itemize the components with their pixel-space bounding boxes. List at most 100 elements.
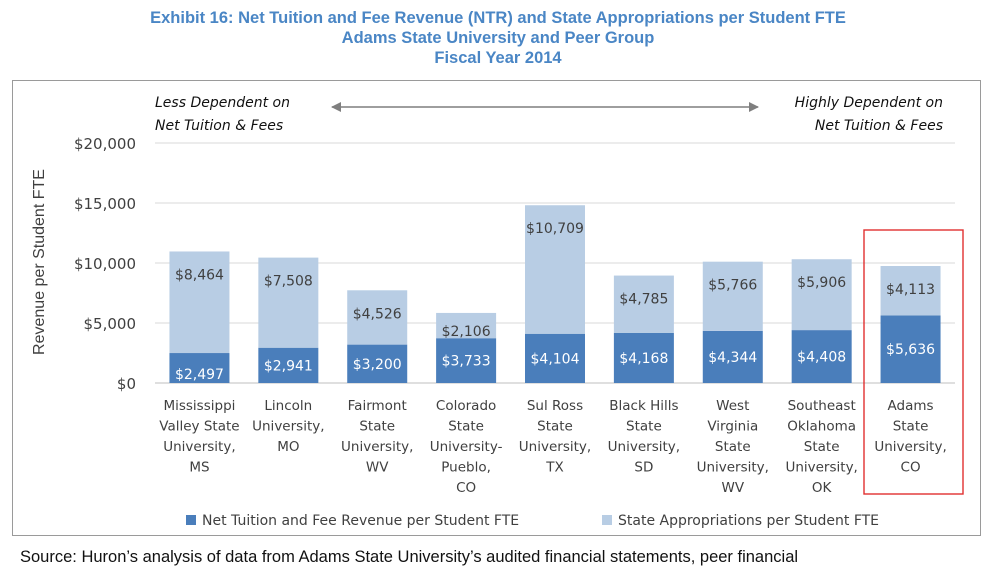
x-tick-label: University, — [697, 460, 769, 476]
x-tick-label: CO — [901, 460, 921, 476]
bar-state-appropriations — [880, 266, 941, 316]
data-label-state-appropriations: $4,526 — [353, 306, 402, 322]
x-tick-label: WV — [721, 480, 744, 496]
data-label-state-appropriations: $4,113 — [886, 282, 935, 298]
data-label-state-appropriations: $10,709 — [526, 221, 584, 237]
x-tick-label: Pueblo, — [441, 460, 491, 476]
title-line-1: Exhibit 16: Net Tuition and Fee Revenue … — [150, 9, 846, 27]
x-tick-label: University, — [519, 439, 591, 455]
highlight-box — [863, 229, 964, 495]
x-tick-label: Colorado — [436, 398, 496, 414]
data-label-state-appropriations: $4,785 — [619, 292, 668, 308]
x-tick-label: TX — [545, 460, 564, 476]
bar-net-tuition — [169, 353, 230, 383]
y-axis-label: Revenue per Student FTE — [31, 169, 48, 355]
x-tick-label: Oklahoma — [787, 419, 856, 435]
x-tick-label: Lincoln — [264, 398, 312, 414]
source-note: Source: Huron’s analysis of data from Ad… — [20, 548, 799, 566]
x-tick-label: Black Hills — [609, 398, 678, 414]
x-tick-label: Valley State — [159, 419, 239, 435]
x-tick-label: University, — [785, 460, 857, 476]
annotation-less-dependent-line-2: Net Tuition & Fees — [155, 118, 283, 134]
annotation-highly-dependent-line-1: Highly Dependent on — [795, 95, 943, 111]
bar-net-tuition — [525, 333, 585, 383]
data-label-state-appropriations: $7,508 — [264, 274, 313, 290]
title-line-3: Fiscal Year 2014 — [434, 49, 562, 67]
y-tick-label: $5,000 — [84, 315, 137, 333]
data-label-state-appropriations: $2,106 — [442, 324, 491, 340]
bar-state-appropriations — [436, 312, 497, 339]
bar-net-tuition — [791, 330, 852, 383]
legend-label-state-appropriations: State Appropriations per Student FTE — [618, 513, 879, 529]
x-tick-label: OK — [812, 480, 833, 496]
bars: $2,497 $8,464 $2,941 $7,508 $3,200 $4,526 $3,7… — [169, 205, 941, 383]
chart-title: Exhibit 16: Net Tuition and Fee Revenue … — [0, 8, 996, 68]
x-tick-label: University, — [341, 439, 413, 455]
bar-net-tuition — [436, 338, 497, 383]
x-tick-label: Adams — [888, 398, 934, 414]
bar-state-appropriations — [169, 251, 230, 354]
bar-state-appropriations — [613, 275, 674, 333]
x-tick-label: SD — [634, 460, 653, 476]
x-tick-label: University, — [608, 439, 680, 455]
data-label-net-tuition: $3,733 — [442, 354, 491, 370]
x-tick-label: State — [804, 439, 840, 455]
x-tick-label: State — [626, 419, 662, 435]
y-tick-label: $10,000 — [74, 255, 136, 273]
bar-state-appropriations — [258, 257, 319, 348]
y-axis-tick-labels: $0 $5,000 $10,000 $15,000 $20,000 — [74, 135, 136, 393]
x-tick-label: University- — [430, 439, 503, 455]
x-tick-label: WV — [366, 460, 389, 476]
title-line-2: Adams State University and Peer Group — [341, 29, 655, 47]
x-tick-label: State — [448, 419, 484, 435]
legend-swatch-state-appropriations — [602, 515, 612, 525]
data-label-net-tuition: $4,104 — [531, 351, 580, 367]
x-tick-label: Southeast — [788, 398, 856, 414]
bar-net-tuition — [880, 315, 941, 383]
x-axis-category-labels: Mississippi Valley State University, MS Linc… — [159, 398, 946, 496]
x-tick-label: State — [893, 419, 929, 435]
x-tick-label: State — [537, 419, 573, 435]
x-tick-label: Mississippi — [163, 398, 235, 414]
x-tick-label: West — [716, 398, 749, 414]
x-tick-label: Sul Ross — [527, 398, 583, 414]
bar-net-tuition — [613, 332, 674, 383]
data-label-net-tuition: $4,408 — [797, 350, 846, 366]
data-label-state-appropriations: $8,464 — [175, 267, 224, 283]
bar-state-appropriations — [347, 290, 408, 345]
chart-frame — [12, 80, 981, 536]
bar-state-appropriations — [525, 205, 585, 334]
data-label-state-appropriations: $5,906 — [797, 275, 846, 291]
data-label-net-tuition: $4,344 — [708, 350, 757, 366]
legend-label-net-tuition: Net Tuition and Fee Revenue per Student … — [202, 513, 519, 529]
bar-state-appropriations — [791, 259, 852, 331]
data-label-state-appropriations: $5,766 — [708, 278, 757, 294]
y-tick-label: $20,000 — [74, 135, 136, 153]
x-tick-label: State — [715, 439, 751, 455]
x-tick-label: University, — [874, 439, 946, 455]
legend: Net Tuition and Fee Revenue per Student … — [186, 513, 879, 529]
bar-net-tuition — [702, 330, 763, 383]
data-label-net-tuition: $2,941 — [264, 358, 313, 374]
data-label-net-tuition: $4,168 — [619, 351, 668, 367]
bar-net-tuition — [258, 347, 319, 383]
x-tick-label: CO — [456, 480, 476, 496]
x-tick-label: Virginia — [707, 419, 758, 435]
bar-state-appropriations — [702, 261, 763, 331]
x-tick-label: MS — [189, 460, 209, 476]
legend-swatch-net-tuition — [186, 515, 196, 525]
x-tick-label: State — [359, 419, 395, 435]
bar-net-tuition — [347, 344, 408, 383]
data-label-net-tuition: $2,497 — [175, 367, 224, 383]
data-label-net-tuition: $3,200 — [353, 357, 402, 373]
annotation-highly-dependent-line-2: Net Tuition & Fees — [815, 118, 943, 134]
x-tick-label: University, — [163, 439, 235, 455]
annotation-less-dependent-line-1: Less Dependent on — [155, 95, 290, 111]
y-tick-label: $0 — [117, 375, 136, 393]
y-tick-label: $15,000 — [74, 195, 136, 213]
x-tick-label: Fairmont — [348, 398, 407, 414]
x-tick-label: MO — [277, 439, 299, 455]
x-tick-label: University, — [252, 419, 324, 435]
data-label-net-tuition: $5,636 — [886, 342, 935, 358]
